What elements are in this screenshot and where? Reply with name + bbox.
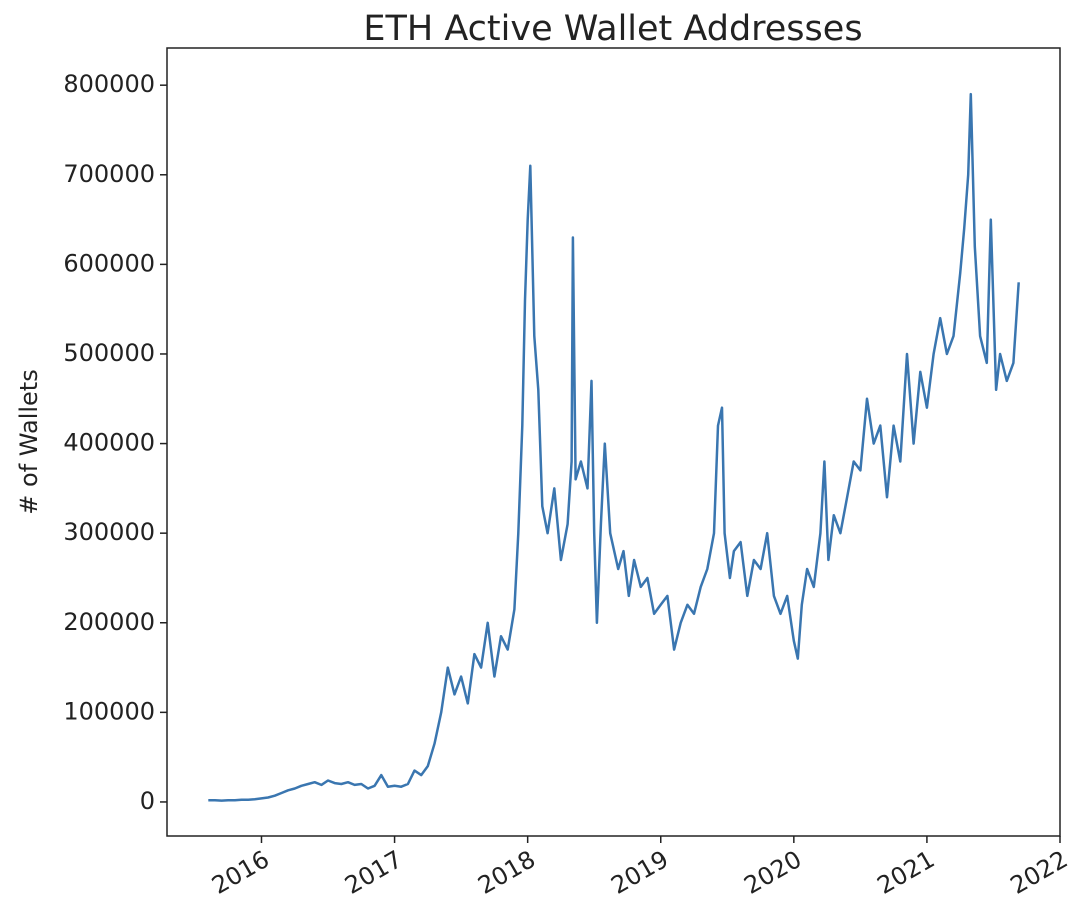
y-tick-label: 100000 [63,697,155,725]
y-tick-label: 400000 [63,429,155,457]
data-line [208,92,1020,802]
y-tick-label: 0 [140,787,155,815]
y-tick-label: 300000 [63,518,155,546]
x-tick-label: 2017 [340,845,407,900]
x-tick-label: 2020 [739,845,806,900]
y-tick-label: 600000 [63,249,155,277]
y-tick-label: 200000 [63,608,155,636]
x-tick-label: 2018 [473,845,540,900]
plot-frame [166,47,1061,837]
y-tick-label: 800000 [63,70,155,98]
y-tick-label: 700000 [63,160,155,188]
x-tick-label: 2016 [207,845,274,900]
x-tick-label: 2021 [873,845,940,900]
x-tick-label: 2019 [606,845,673,900]
y-tick-label: 500000 [63,339,155,367]
x-tick-label: 2022 [1006,845,1073,900]
chart-title: ETH Active Wallet Addresses [363,9,862,49]
y-axis-label: # of Wallets [15,369,43,514]
